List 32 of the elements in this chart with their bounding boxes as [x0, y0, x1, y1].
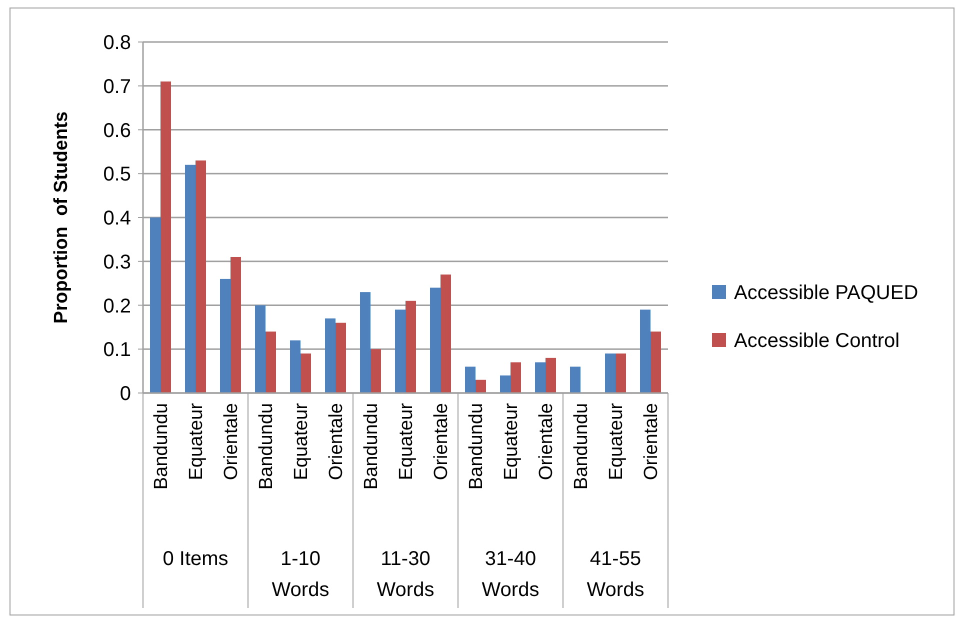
x-tick-label: Equateur	[606, 402, 628, 480]
y-tick-label: 0.4	[103, 208, 131, 230]
y-tick-label: 0.1	[103, 339, 131, 362]
x-tick-label: Orientale	[641, 403, 662, 480]
y-tick-label: 0.8	[103, 32, 131, 54]
y-tick-label: 0.3	[103, 251, 131, 274]
text: 41-55 Words	[586, 548, 644, 601]
text: 0 Items	[162, 548, 228, 570]
y-tick-label: 0	[120, 383, 131, 405]
x-tick-label: Equateur	[186, 402, 208, 480]
x-tick-label: Bandundu	[466, 403, 488, 490]
x-tick-label: Bandundu	[151, 403, 172, 490]
x-tick-label: Bandundu	[256, 403, 278, 490]
x-tick-label: Equateur	[291, 402, 312, 480]
x-tick-label: Equateur	[501, 402, 522, 480]
x-tick-label: Orientale	[326, 403, 348, 480]
legend-label: Accessible Control	[734, 330, 900, 352]
y-tick-label: 0.5	[103, 164, 131, 186]
y-tick-label: 0.6	[103, 120, 131, 142]
x-tick-label: Orientale	[221, 403, 242, 480]
text: 1-10 Words	[272, 548, 330, 601]
x-tick-label: Bandundu	[361, 403, 382, 490]
x-tick-label: Equateur	[396, 402, 418, 480]
x-tick-label: Orientale	[431, 403, 452, 480]
x-tick-label: Orientale	[536, 403, 558, 480]
x-tick-label: Bandundu	[571, 403, 592, 490]
y-tick-label: 0.2	[103, 295, 131, 318]
text: 31-40 Words	[482, 548, 540, 601]
text: 11-30 Words	[376, 548, 434, 601]
legend-label: Accessible PAQUED	[734, 282, 918, 304]
y-axis-title: Proportion of Students	[51, 111, 72, 324]
y-tick-label: 0.7	[103, 76, 131, 98]
